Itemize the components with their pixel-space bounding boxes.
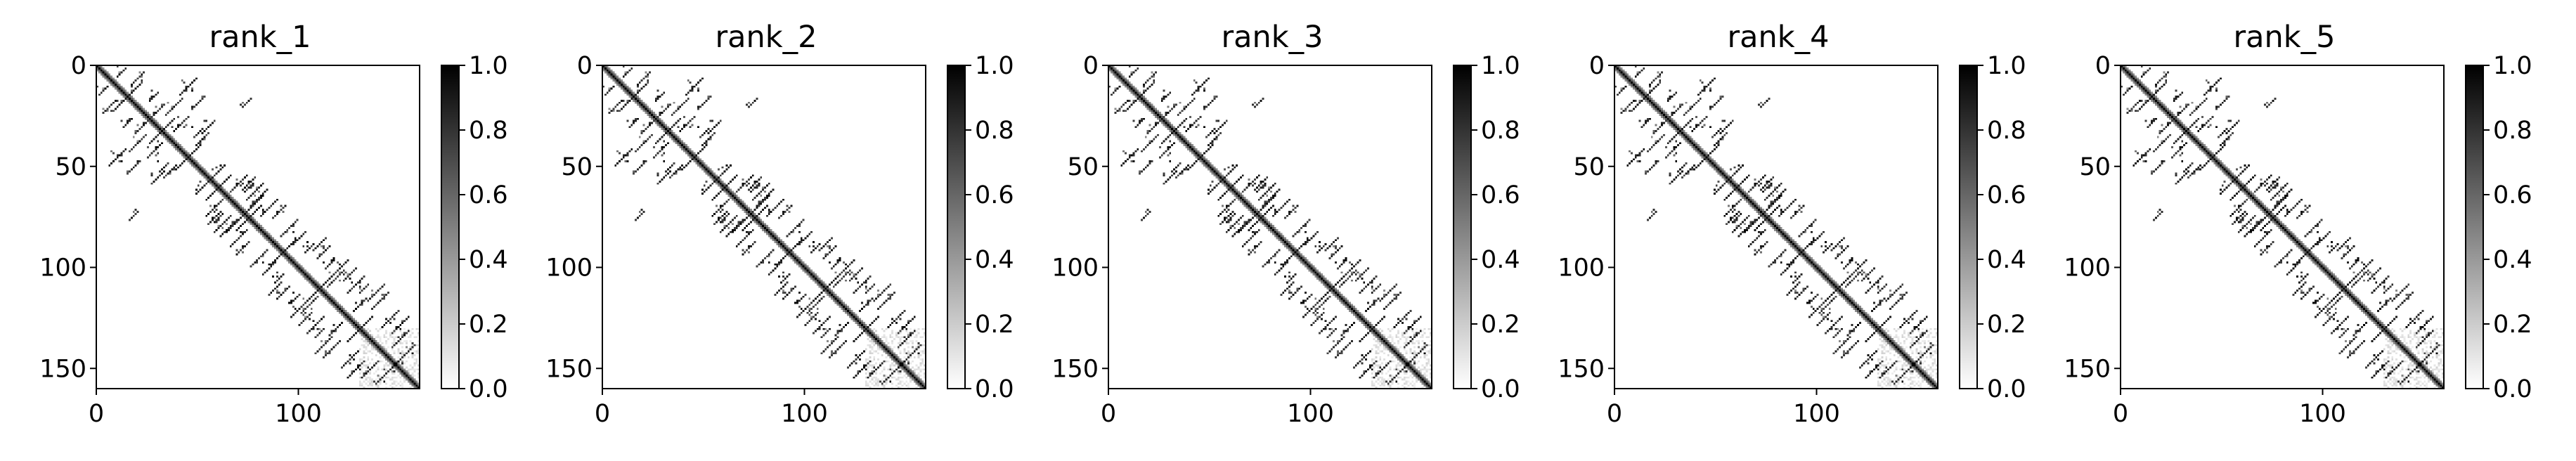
colorbar-tick-label: 0.8 bbox=[975, 117, 1014, 145]
colorbar bbox=[1959, 65, 1978, 389]
y-tick-label: 0 bbox=[1589, 52, 1605, 80]
heatmap-image bbox=[96, 65, 420, 389]
x-tick-label: 0 bbox=[2113, 400, 2128, 428]
x-tick-label: 100 bbox=[275, 400, 322, 428]
x-tick-label: 0 bbox=[1101, 400, 1116, 428]
colorbar bbox=[2465, 65, 2484, 389]
panel-title: rank_2 bbox=[715, 20, 817, 55]
x-tick-label: 100 bbox=[781, 400, 828, 428]
axes-frame bbox=[2120, 65, 2445, 389]
panel-title: rank_5 bbox=[2233, 20, 2335, 55]
colorbar-tick-label: 0.0 bbox=[1987, 375, 2026, 403]
colorbar-tick-label: 0.4 bbox=[975, 246, 1014, 274]
axes-frame bbox=[602, 65, 926, 389]
axes-frame bbox=[1614, 65, 1939, 389]
x-tick-label: 0 bbox=[89, 400, 104, 428]
colorbar-tick-label: 0.2 bbox=[469, 311, 508, 339]
colorbar-tick-label: 0.0 bbox=[469, 375, 508, 403]
heatmap-image bbox=[2121, 65, 2444, 389]
x-tick-label: 100 bbox=[1287, 400, 1334, 428]
colorbar bbox=[1453, 65, 1472, 389]
heatmap-image bbox=[1614, 65, 1938, 389]
colorbar-tick-label: 1.0 bbox=[469, 52, 508, 80]
x-tick-label: 100 bbox=[2299, 400, 2346, 428]
y-tick-label: 50 bbox=[1573, 153, 1605, 181]
x-tick-label: 100 bbox=[1793, 400, 1840, 428]
colorbar-tick-label: 0.8 bbox=[469, 117, 508, 145]
heatmap-image bbox=[602, 65, 926, 389]
colorbar-tick-label: 0.0 bbox=[1481, 375, 1520, 403]
y-tick-label: 150 bbox=[1051, 355, 1099, 383]
colorbar-tick-label: 0.4 bbox=[1481, 246, 1520, 274]
panel-title: rank_4 bbox=[1727, 20, 1829, 55]
y-tick-label: 150 bbox=[39, 355, 86, 383]
colorbar-tick-label: 0.2 bbox=[2493, 311, 2532, 339]
y-tick-label: 100 bbox=[1051, 254, 1099, 283]
colorbar-tick-label: 0.6 bbox=[469, 181, 508, 209]
y-tick-label: 100 bbox=[545, 254, 593, 283]
y-tick-label: 150 bbox=[545, 355, 593, 383]
colorbar-tick-label: 1.0 bbox=[975, 52, 1014, 80]
colorbar-tick-label: 0.8 bbox=[1481, 117, 1520, 145]
y-tick-label: 100 bbox=[1558, 254, 1605, 283]
panel-title: rank_1 bbox=[209, 20, 311, 55]
y-tick-label: 50 bbox=[1067, 153, 1099, 181]
colorbar-tick-label: 1.0 bbox=[1481, 52, 1520, 80]
colorbar bbox=[947, 65, 966, 389]
colorbar-tick-label: 1.0 bbox=[1987, 52, 2026, 80]
axes-frame bbox=[1108, 65, 1432, 389]
y-tick-label: 50 bbox=[2079, 153, 2111, 181]
y-tick-label: 0 bbox=[71, 52, 86, 80]
y-tick-label: 100 bbox=[39, 254, 86, 283]
colorbar-tick-label: 1.0 bbox=[2493, 52, 2532, 80]
axes-frame bbox=[96, 65, 420, 389]
y-tick-label: 100 bbox=[2064, 254, 2111, 283]
colorbar-tick-label: 0.2 bbox=[1481, 311, 1520, 339]
colorbar-tick-label: 0.6 bbox=[1987, 181, 2026, 209]
colorbar-tick-label: 0.4 bbox=[469, 246, 508, 274]
colorbar-tick-label: 0.0 bbox=[975, 375, 1014, 403]
x-tick-label: 0 bbox=[595, 400, 610, 428]
colorbar-tick-label: 0.6 bbox=[975, 181, 1014, 209]
colorbar-tick-label: 0.6 bbox=[2493, 181, 2532, 209]
y-tick-label: 0 bbox=[2095, 52, 2111, 80]
colorbar-tick-label: 0.2 bbox=[1987, 311, 2026, 339]
colorbar-tick-label: 0.8 bbox=[1987, 117, 2026, 145]
panel-title: rank_3 bbox=[1221, 20, 1323, 55]
y-tick-label: 50 bbox=[561, 153, 593, 181]
y-tick-label: 0 bbox=[577, 52, 593, 80]
colorbar-tick-label: 0.4 bbox=[2493, 246, 2532, 274]
colorbar-tick-label: 0.6 bbox=[1481, 181, 1520, 209]
colorbar-tick-label: 0.2 bbox=[975, 311, 1014, 339]
colorbar-tick-label: 0.4 bbox=[1987, 246, 2026, 274]
y-tick-label: 50 bbox=[55, 153, 86, 181]
colorbar-tick-label: 0.8 bbox=[2493, 117, 2532, 145]
y-tick-label: 0 bbox=[1083, 52, 1099, 80]
colorbar-tick-label: 0.0 bbox=[2493, 375, 2532, 403]
heatmap-image bbox=[1108, 65, 1432, 389]
x-tick-label: 0 bbox=[1607, 400, 1622, 428]
y-tick-label: 150 bbox=[1558, 355, 1605, 383]
colorbar bbox=[441, 65, 460, 389]
y-tick-label: 150 bbox=[2064, 355, 2111, 383]
